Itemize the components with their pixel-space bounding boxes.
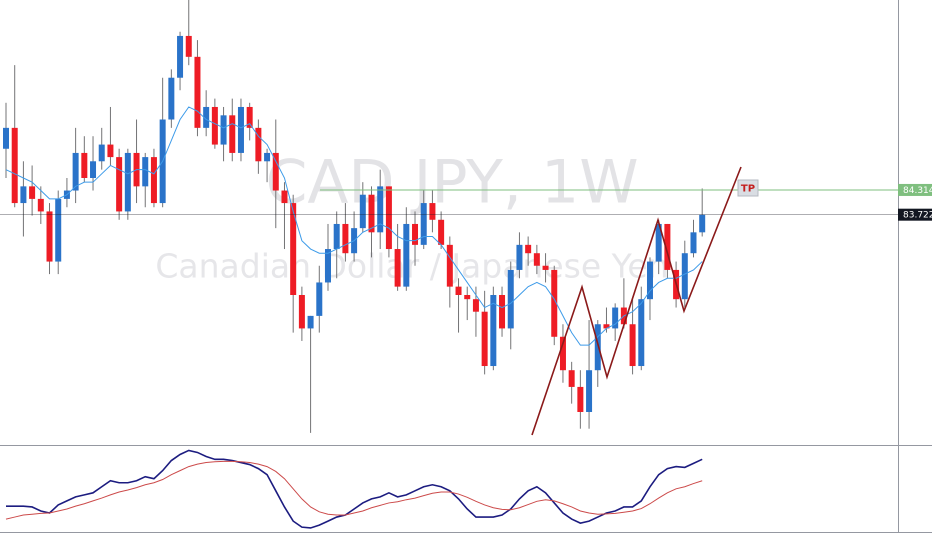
candle-body [699, 214, 706, 233]
candle-body [377, 186, 384, 233]
candle-body [11, 127, 18, 204]
candle-body [559, 336, 566, 371]
candle-body [385, 186, 392, 250]
indicator-line [6, 449, 703, 529]
candle-body [420, 203, 427, 245]
candle-body [324, 249, 331, 283]
candle-body [90, 161, 97, 178]
candle-body [150, 157, 157, 204]
candle-body [246, 106, 253, 128]
price-tag [898, 208, 932, 221]
candle-body [211, 106, 218, 145]
candle-body [116, 157, 123, 212]
candle-body [72, 152, 79, 191]
candle-body [690, 232, 697, 254]
candle-body [525, 244, 532, 254]
marks [0, 0, 898, 529]
candle-body [664, 223, 671, 270]
candle-body [542, 265, 549, 270]
candle-body [237, 106, 244, 153]
candle-body [516, 244, 523, 270]
candle-body [290, 203, 297, 295]
candle-body [3, 127, 10, 149]
candle-body [264, 152, 271, 162]
candle-body [142, 157, 149, 187]
candle-body [586, 370, 593, 412]
candle-body [499, 294, 506, 329]
candle-body [281, 190, 288, 204]
candle-body [359, 194, 366, 229]
candle-body [533, 253, 540, 266]
candle-body [307, 315, 314, 329]
candle-body [638, 299, 645, 367]
candle-body [455, 286, 462, 295]
candle-body [29, 186, 36, 199]
candle-body [403, 223, 410, 287]
candle-body [185, 35, 192, 57]
candle-body [81, 152, 88, 178]
candle-body [220, 115, 227, 145]
candle-body [168, 77, 175, 120]
candle-body [472, 299, 479, 312]
candle-body [412, 223, 419, 245]
candle-body [194, 56, 201, 128]
price-tag [898, 183, 932, 196]
candle-body [655, 223, 662, 262]
candle-body [46, 211, 53, 262]
candle-body [629, 324, 636, 367]
candle-body [177, 35, 184, 78]
candle-body [446, 244, 453, 287]
candle-body [438, 219, 445, 245]
candle-body [507, 269, 514, 329]
annotation: TP [741, 184, 755, 195]
candle-body [98, 144, 105, 162]
candle-body [55, 198, 62, 262]
candle-body [368, 194, 375, 233]
candle-body [481, 311, 488, 367]
candle-body [124, 152, 131, 212]
watermark-description: Canadian Dollar / Japanese Yen [155, 247, 668, 286]
moving-average [5, 106, 703, 346]
candle-body [333, 223, 340, 250]
price-tag-label: 83.722 [903, 211, 932, 221]
axes: 84.314 83.722 [898, 183, 932, 221]
candle-body [255, 127, 262, 162]
candle-body [464, 294, 471, 300]
candle-body [107, 144, 114, 158]
candle-body [646, 261, 653, 300]
candle-body [568, 370, 575, 387]
candle-body [37, 198, 44, 212]
watermark-symbol: CAD JPY, 1W [265, 148, 638, 218]
candle-body [342, 223, 349, 254]
candle-body [603, 324, 610, 329]
price-tag-label: 84.314 [903, 186, 932, 196]
candle-body [229, 115, 236, 153]
candle-body [316, 282, 323, 316]
candle-body [681, 253, 688, 300]
candle-body [298, 294, 305, 329]
indicator-line [5, 460, 703, 520]
candle-body [394, 249, 401, 287]
candle-body [429, 203, 436, 220]
annotation-box [737, 179, 759, 197]
candle-body [612, 307, 619, 329]
candle-body [551, 269, 558, 337]
candle-body [490, 294, 497, 367]
candle-body [203, 106, 210, 128]
pattern-drawing [531, 166, 742, 436]
candle-body [20, 186, 27, 204]
candle-body [594, 324, 601, 371]
candle-body [577, 386, 584, 412]
candle-body [272, 152, 279, 191]
